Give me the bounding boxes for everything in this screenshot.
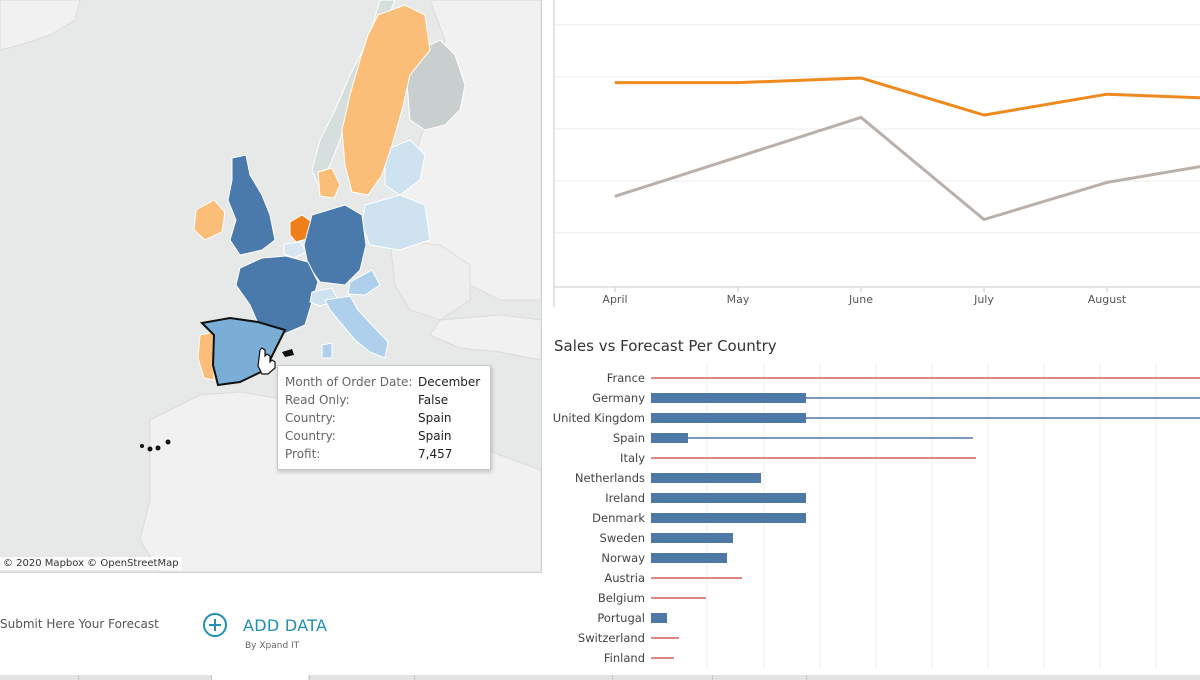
tooltip-row-month: Month of Order Date: December (285, 375, 480, 389)
france-region[interactable] (235, 255, 319, 336)
line-series-1[interactable] (615, 76, 1200, 117)
tooltip-label: Country: (285, 429, 336, 443)
germany-region[interactable] (303, 204, 367, 286)
sales-forecast-bar-chart[interactable]: France Germany United Kingdom Spain Italy Net… (546, 364, 1200, 668)
sweden-region[interactable] (341, 4, 431, 196)
belgium-region[interactable] (283, 241, 307, 259)
canary-island (165, 439, 171, 445)
by-xpand-text: By Xpand IT (245, 641, 300, 651)
bar-category-label: Portugal (597, 611, 645, 625)
canary-island (147, 446, 153, 452)
submit-forecast-text[interactable]: Submit Here Your Forecast (0, 617, 159, 631)
tab-separator (309, 675, 310, 680)
turkey-land (429, 314, 541, 361)
line-point[interactable] (614, 82, 616, 84)
tab-separator (78, 675, 79, 680)
line-x-tick-label: April (602, 293, 627, 306)
bar-category-label: France (607, 371, 645, 385)
tooltip-row-country: Country: Spain (285, 429, 452, 443)
line-point[interactable] (1106, 181, 1108, 183)
denmark-region[interactable] (317, 167, 341, 199)
canary-island (140, 444, 144, 448)
balearic-islands (282, 349, 294, 357)
bar-category-label: Switzerland (578, 631, 645, 645)
add-data-button[interactable]: ADD DATA (203, 610, 327, 640)
tab-separator (211, 675, 212, 680)
tooltip-row-read-only: Read Only: False (285, 393, 448, 407)
tab-separator (414, 675, 415, 680)
tooltip-value: False (418, 393, 449, 407)
bar-category-label: Italy (620, 451, 645, 465)
greenland-land (0, 0, 81, 51)
bar-category-label: Spain (613, 431, 645, 445)
tooltip-label: Read Only: (285, 393, 350, 407)
bar-category-label: United Kingdom (553, 411, 645, 425)
map-attribution[interactable]: © 2020 Mapbox © OpenStreetMap (0, 557, 182, 570)
sardinia-region (321, 342, 333, 359)
tooltip-label: Month of Order Date: (285, 375, 413, 389)
tooltip-value: Spain (418, 411, 452, 425)
balkans-land (389, 239, 471, 321)
map-panel[interactable]: © 2020 Mapbox © OpenStreetMap Month of O… (0, 0, 542, 573)
bar-chart-title: Sales vs Forecast Per Country (554, 337, 777, 355)
line-point[interactable] (983, 219, 985, 220)
line-point[interactable] (1106, 93, 1108, 95)
line-point[interactable] (737, 82, 739, 84)
bar-mark[interactable] (651, 613, 667, 623)
poland-region (361, 194, 431, 251)
active-sheet-tab[interactable] (212, 675, 308, 680)
baltics-region (384, 139, 426, 196)
tab-separator (712, 675, 713, 680)
bar-category-label: Austria (604, 571, 645, 585)
bar-mark[interactable] (651, 553, 727, 563)
line-x-tick-label: June (848, 293, 873, 306)
bar-mark[interactable] (651, 493, 806, 503)
hand-cursor-icon (257, 347, 276, 375)
bar-mark[interactable] (651, 473, 761, 483)
add-data-label: ADD DATA (243, 615, 328, 635)
tooltip-label: Profit: (285, 447, 321, 461)
tooltip-value: 7,457 (418, 447, 453, 461)
map-tooltip: Month of Order Date: December Read Only:… (277, 365, 491, 470)
tooltip-value: December (418, 375, 481, 389)
austria-region[interactable] (347, 269, 381, 296)
bar-category-label: Netherlands (575, 471, 645, 485)
tab-separator (612, 675, 613, 680)
bar-category-label: Finland (604, 651, 645, 665)
bar-mark[interactable] (651, 533, 733, 543)
bar-mark[interactable] (651, 513, 806, 523)
tooltip-row-country: Country: Spain (285, 411, 452, 425)
bar-category-label: Sweden (600, 531, 645, 545)
tab-separator (806, 675, 807, 680)
line-point[interactable] (860, 77, 862, 79)
ireland-region[interactable] (193, 199, 226, 241)
tooltip-label: Country: (285, 411, 336, 425)
bar-category-label: Norway (601, 551, 645, 565)
canary-island (155, 445, 161, 451)
line-x-tick-label: July (973, 293, 994, 306)
line-point[interactable] (737, 156, 739, 158)
add-circle-icon (203, 613, 227, 637)
bar-category-label: Ireland (605, 491, 645, 505)
italy-region[interactable] (324, 295, 389, 359)
sheet-tab-strip[interactable] (0, 675, 1200, 680)
bar-category-label: Denmark (592, 511, 645, 525)
line-x-tick-label: May (727, 293, 750, 306)
line-point[interactable] (860, 116, 862, 118)
bar-category-label: Germany (592, 391, 645, 405)
bar-category-label: Belgium (598, 591, 645, 605)
united-kingdom-region[interactable] (227, 154, 276, 256)
line-x-tick-label: August (1088, 293, 1127, 306)
tooltip-value: Spain (418, 429, 452, 443)
line-point[interactable] (614, 195, 616, 197)
line-point[interactable] (983, 114, 985, 116)
line-series-2[interactable] (614, 115, 1200, 221)
europe-map[interactable] (0, 0, 541, 572)
tooltip-row-profit: Profit: 7,457 (285, 447, 452, 461)
